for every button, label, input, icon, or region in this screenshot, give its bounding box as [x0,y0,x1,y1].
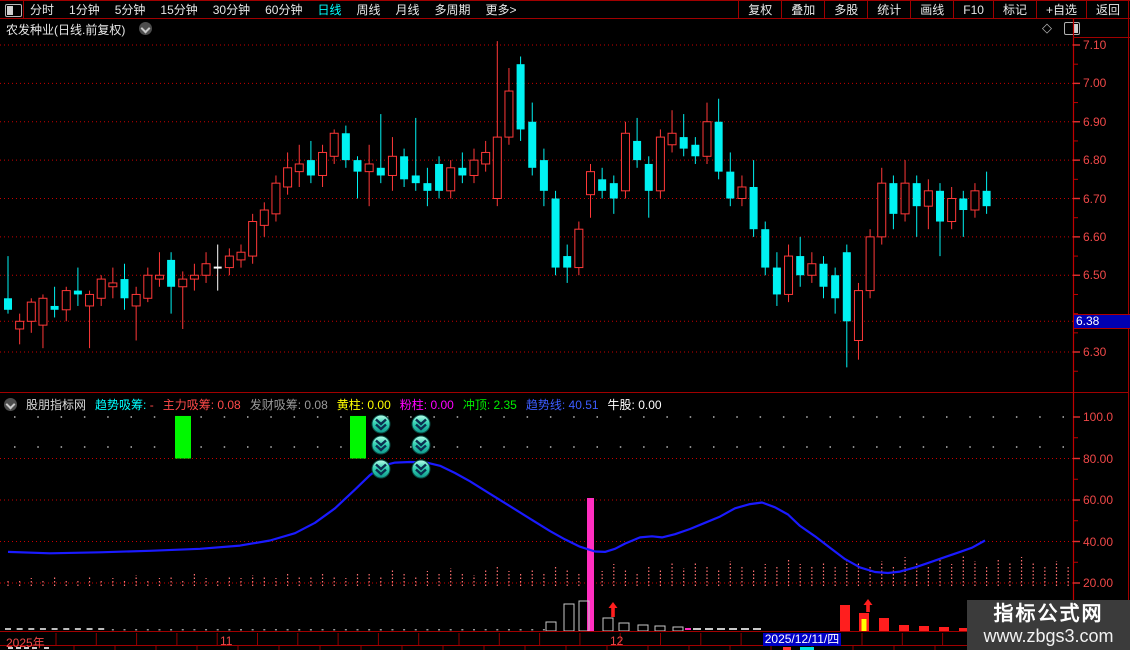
indicator-site-label: 股朋指标网 [26,398,87,412]
buy-signal-icon [371,459,391,479]
menu-item-15分钟[interactable]: 15分钟 [160,3,198,17]
menu-item-叠加[interactable]: 叠加 [781,1,824,19]
price-axis-label: 6.90 [1083,114,1107,129]
price-axis-label: 7.10 [1083,38,1107,52]
indicator-field-趋势线: 趋势线: 40.51 [525,398,599,412]
toolbar-divider [23,1,24,19]
collapse-icon[interactable] [4,398,17,411]
menu-item-月线[interactable]: 月线 [395,3,420,17]
indicator-axis-label: 40.00 [1083,534,1114,549]
top-toolbar: 分时 1分钟 5分钟 15分钟 30分钟 60分钟 日线 周线 月线 多周期 更多> 复权 叠加 多股统… [0,0,1130,19]
price-axis-label: 6.30 [1083,345,1107,359]
indicator-field-发财吸筹: 发财吸筹: 0.08 [249,398,328,412]
price-axis-label: 6.50 [1083,268,1107,283]
watermark-title: 指标公式网 [993,603,1104,625]
indicator-field-黄柱: 黄柱: 0.00 [336,398,391,412]
buy-signal-icon [411,435,431,455]
indicator-field-牛股: 牛股: 0.00 [607,398,662,412]
indicator-axis-label: 80.00 [1083,451,1114,466]
indicator-axis-label: 60.00 [1083,493,1114,507]
action-menu: 复权 叠加 多股 统计 画线 F10 标记 +自选 返回 [738,1,1129,19]
menu-item-更多>[interactable]: 更多> [485,3,517,17]
menu-item-复权[interactable]: 复权 [738,1,781,19]
menu-item-F10[interactable]: F10 [953,1,993,19]
watermark-badge: 指标公式网 www.zbgs3.com [967,600,1130,650]
buy-signal-icon [371,414,391,434]
price-axis-label: 6.60 [1083,229,1107,244]
buy-signal-icon [371,435,391,455]
price-axis-label: 6.80 [1083,153,1107,168]
diamond-icon[interactable]: ◇ [1042,20,1052,35]
buy-signal-icon [411,459,431,479]
menu-item-多周期[interactable]: 多周期 [434,3,471,17]
menu-item-1分钟[interactable]: 1分钟 [69,3,100,17]
x-axis-label-2025年: 2025年 [6,636,45,650]
menu-item-周线[interactable]: 周线 [356,3,381,17]
title-bar: 农发种业(日线.前复权) [0,19,1073,37]
x-axis-label-11: 11 [220,634,233,648]
menu-item-统计[interactable]: 统计 [867,1,910,19]
indicator-field-趋势吸筹: 趋势吸筹: - [95,398,154,412]
menu-item-分时[interactable]: 分时 [30,3,55,17]
panel-toggle-icon[interactable] [1064,22,1080,35]
up-arrow-marker [608,602,618,617]
period-menu: 分时 1分钟 5分钟 15分钟 30分钟 60分钟 日线 周线 月线 多周期 更多> [30,1,517,19]
indicator-axis-label: 20.00 [1083,576,1114,590]
x-axis-label-12: 12 [610,634,624,648]
chevron-down-icon[interactable] [139,22,152,35]
page-title: 农发种业(日线.前复权) [6,23,126,37]
price-axis-label: 7.00 [1083,76,1107,91]
last-price-tag: 6.38 [1074,314,1130,330]
menu-item-30分钟[interactable]: 30分钟 [212,3,251,17]
menu-item-标记[interactable]: 标记 [992,1,1036,19]
menu-item-5分钟[interactable]: 5分钟 [114,3,146,17]
watermark-url: www.zbgs3.com [983,626,1114,646]
indicator-axis-label: 100.0 [1083,410,1114,424]
menu-item-+自选[interactable]: +自选 [1035,1,1086,19]
up-arrow-marker [863,599,873,612]
selected-date-tag: 2025/12/11/四 [763,632,841,646]
menu-item-画线[interactable]: 画线 [910,1,953,19]
menu-item-日线[interactable]: 日线 [317,3,342,17]
buy-signal-icon [411,414,431,434]
indicator-header: 股朋指标网 趋势吸筹: - 主力吸筹: 0.08 发财吸筹: 0.08 黄柱: 0.0… [4,397,662,412]
indicator-field-主力吸筹: 主力吸筹: 0.08 [162,398,241,412]
window-split-icon[interactable] [5,4,22,17]
indicator-field-冲顶: 冲顶: 2.35 [462,398,517,412]
menu-item-多股[interactable]: 多股 [824,1,867,19]
price-axis-label: 6.70 [1083,191,1107,206]
menu-item-60分钟[interactable]: 60分钟 [265,3,303,17]
menu-item-返回[interactable]: 返回 [1085,1,1129,19]
indicator-field-粉柱: 粉柱: 0.00 [399,398,454,412]
